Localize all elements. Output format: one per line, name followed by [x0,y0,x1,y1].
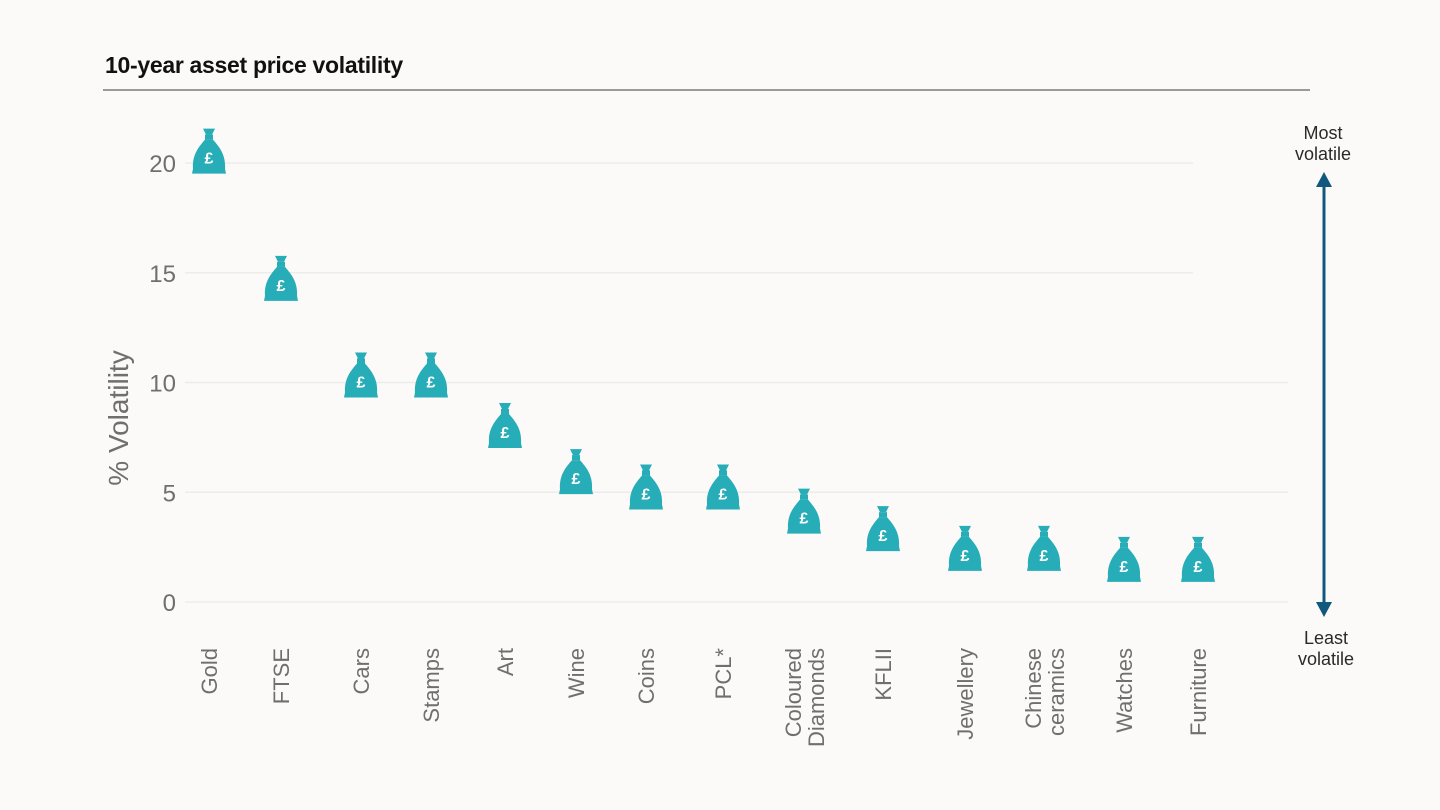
svg-text:Cars: Cars [349,648,374,694]
volatility-direction-arrow [1316,172,1332,617]
category-labels: Gold FTSE Cars Stamps Art Wine Coins PCL* Colour… [197,648,1211,747]
svg-text:KFLII: KFLII [871,648,896,701]
svg-text:Jewellery: Jewellery [953,648,978,740]
title-divider [103,89,1310,91]
chart-title: 10-year asset price volatility [105,52,403,78]
money-bag-icon: £ [866,506,900,552]
y-axis-label: % Volatility [103,350,134,485]
svg-text:Coins: Coins [634,648,659,704]
category-label: Wine [564,648,589,698]
category-label: Stamps [419,648,444,723]
money-bag-icon: £ [192,128,226,174]
svg-text:£: £ [879,528,888,545]
svg-text:PCL*: PCL* [711,648,736,700]
money-bag-icon: £ [264,255,298,301]
money-bag-icon: £ [559,449,593,495]
svg-text:Furniture: Furniture [1186,648,1211,736]
svg-text:£: £ [277,278,286,295]
money-bag-icon: £ [629,464,663,510]
money-bag-icon: £ [1181,536,1215,582]
category-label: Cars [349,648,374,694]
money-bag-icon: £ [706,464,740,510]
money-bag-icon: £ [414,352,448,398]
category-label: KFLII [871,648,896,701]
svg-text:Gold: Gold [197,648,222,694]
svg-text:Watches: Watches [1112,648,1137,733]
category-label: Watches [1112,648,1137,733]
svg-text:Chinese: Chinese [1021,648,1046,729]
data-markers: £ £ £ £ £ £ £ £ £ £ £ £ £ £ [192,128,1215,582]
svg-text:£: £ [427,375,436,392]
svg-text:£: £ [800,511,809,528]
svg-text:Wine: Wine [564,648,589,698]
svg-text:£: £ [961,548,970,565]
svg-text:£: £ [501,425,510,442]
most-volatile-label: Most volatile [1295,123,1351,164]
money-bag-icon: £ [787,488,821,534]
svg-text:£: £ [719,486,728,503]
svg-text:Stamps: Stamps [419,648,444,723]
money-bag-icon: £ [1027,525,1061,571]
svg-text:£: £ [642,486,651,503]
svg-text:ceramics: ceramics [1044,648,1069,736]
y-tick-label: 10 [149,371,176,398]
category-label: FTSE [269,648,294,704]
money-bag-icon: £ [948,525,982,571]
category-label: Furniture [1186,648,1211,736]
y-tick-label: 15 [149,261,176,288]
category-label: Gold [197,648,222,694]
svg-text:£: £ [572,471,581,488]
y-tick-label: 0 [163,590,176,617]
category-label: PCL* [711,648,736,700]
svg-text:FTSE: FTSE [269,648,294,704]
svg-text:£: £ [357,375,366,392]
svg-text:Diamonds: Diamonds [804,648,829,747]
least-volatile-label: Least volatile [1298,628,1354,669]
money-bag-icon: £ [488,402,522,448]
y-tick-label: 5 [163,480,176,507]
category-label: Jewellery [953,648,978,740]
svg-text:£: £ [1040,548,1049,565]
category-label: Coins [634,648,659,704]
svg-text:£: £ [1120,559,1129,576]
category-label: Art [493,648,518,676]
svg-text:£: £ [205,151,214,168]
svg-text:Coloured: Coloured [781,648,806,737]
svg-text:Art: Art [493,648,518,676]
y-axis-ticks: 0 5 10 15 20 [149,151,176,617]
y-tick-label: 20 [149,151,176,178]
svg-text:£: £ [1194,559,1203,576]
money-bag-icon: £ [344,352,378,398]
money-bag-icon: £ [1107,536,1141,582]
